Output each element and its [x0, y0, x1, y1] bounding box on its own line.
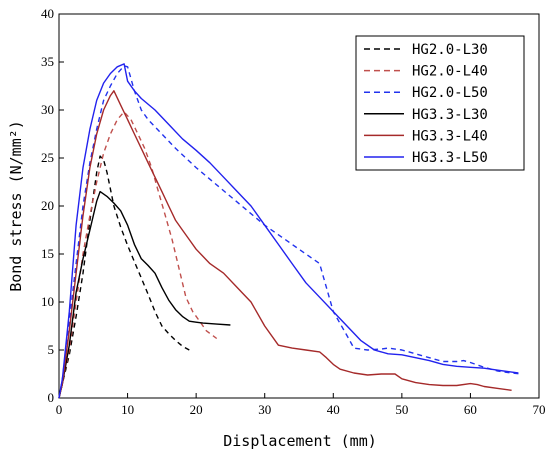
- series-line-hg3.3-l40: [58, 90, 512, 399]
- legend-label: HG3.3-L40: [412, 128, 488, 144]
- y-tick-label: 35: [41, 54, 54, 69]
- axes: 0 10 20 30 40 50 60 70 0 5 10 15 20 25 30 35 40: [41, 6, 546, 417]
- x-tick-label: 40: [327, 402, 340, 417]
- legend-label: HG3.3-L30: [412, 107, 488, 123]
- series-line-hg3.3-l50: [58, 63, 519, 399]
- x-tick-label: 30: [258, 402, 271, 417]
- x-tick-label: 10: [121, 402, 134, 417]
- plot-series: [58, 63, 522, 399]
- legend: HG2.0-L30 HG2.0-L40 HG2.0-L50 HG3.3-L30 HG3.…: [355, 35, 525, 171]
- y-axis-label: Bond stress (N/mm²): [7, 120, 25, 292]
- y-tick-label: 15: [41, 246, 54, 261]
- series-line-hg2.0-l40: [58, 111, 218, 399]
- legend-box: [355, 35, 525, 171]
- legend-label: HG3.3-L50: [412, 150, 488, 166]
- y-tick-label: 25: [41, 150, 54, 165]
- x-axis-label: Displacement (mm): [223, 432, 377, 450]
- x-tick-label: 70: [533, 402, 546, 417]
- y-tick-label: 10: [41, 294, 54, 309]
- y-tick-label: 5: [48, 342, 55, 357]
- y-tick-label: 30: [41, 102, 54, 117]
- series-line-hg2.0-l30: [58, 155, 190, 399]
- x-tick-label: 60: [464, 402, 477, 417]
- legend-label: HG2.0-L30: [412, 42, 488, 58]
- x-tick-label: 0: [56, 402, 63, 417]
- x-tick-label: 20: [190, 402, 203, 417]
- x-tick-label: 50: [395, 402, 408, 417]
- series-line-hg3.3-l30: [58, 190, 231, 399]
- y-tick-label: 20: [41, 198, 54, 213]
- legend-label: HG2.0-L40: [412, 64, 488, 80]
- y-tick-label: 0: [48, 390, 55, 405]
- legend-label: HG2.0-L50: [412, 85, 488, 101]
- y-tick-label: 40: [41, 6, 54, 21]
